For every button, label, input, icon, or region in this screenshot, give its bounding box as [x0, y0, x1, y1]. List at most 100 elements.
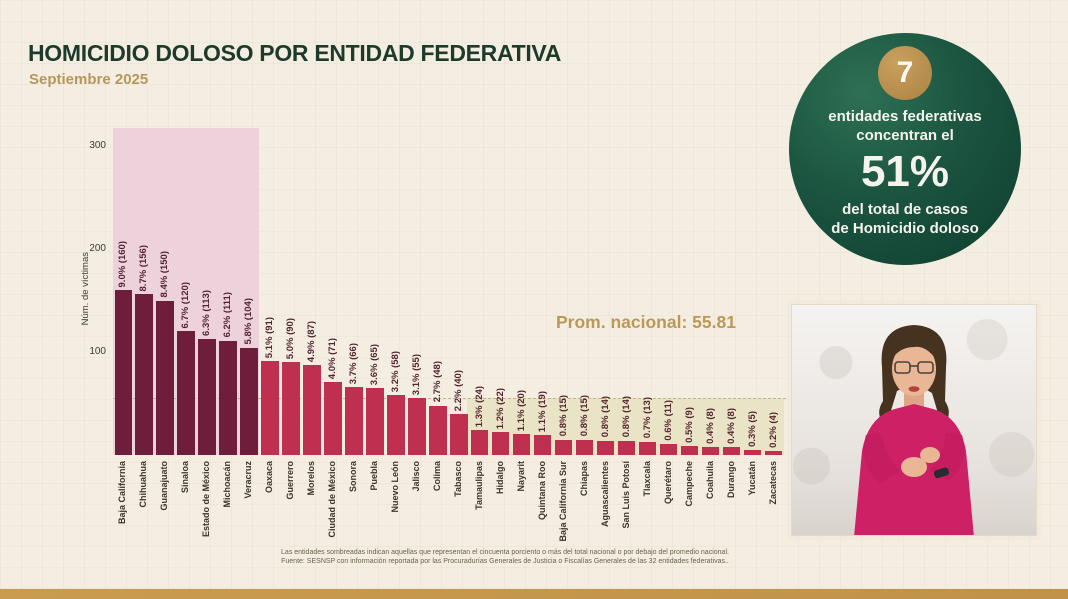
bar — [638, 441, 657, 455]
x-axis-category-label: Jalisco — [411, 461, 422, 492]
bar — [156, 300, 174, 455]
bar — [177, 331, 195, 455]
bar-value-label: 4.0% (71) — [327, 337, 339, 379]
face — [892, 342, 936, 396]
bar — [512, 434, 531, 455]
bar-value-label: 6.3% (113) — [201, 289, 213, 336]
bar — [491, 432, 510, 455]
bar — [408, 398, 426, 455]
x-axis-category-label: Baja California Sur — [557, 461, 568, 542]
bar-value-label: 1.3% (24) — [473, 386, 485, 428]
page-subtitle: Septiembre 2025 — [29, 71, 149, 88]
bar — [722, 446, 741, 455]
bar — [429, 405, 447, 455]
left-arm — [863, 433, 900, 483]
glasses-icon — [894, 361, 934, 374]
bar — [219, 340, 237, 455]
x-axis-category-label: Aguascalientes — [599, 461, 610, 528]
bar-value-label: 6.7% (120) — [180, 281, 192, 329]
hand — [901, 457, 927, 477]
bar — [198, 338, 216, 455]
bar-value-label: 1.2% (22) — [494, 388, 506, 430]
bar — [764, 450, 783, 455]
x-axis-category-label: Chihuahua — [138, 461, 149, 508]
hand — [920, 447, 940, 463]
bar — [240, 347, 258, 455]
national-average-label: Prom. nacional: 55.81 — [556, 312, 736, 332]
bar — [450, 413, 468, 455]
bar — [261, 361, 279, 455]
bar-value-label: 8.4% (150) — [159, 251, 171, 298]
x-axis-category-label: Coahuila — [704, 461, 715, 500]
y-axis-label: Núm. de víctimas — [80, 252, 91, 326]
page-title: HOMICIDIO DOLOSO POR ENTIDAD FEDERATIVA — [28, 40, 562, 66]
bar — [366, 388, 384, 455]
bar-value-label: 6.2% (111) — [222, 292, 234, 338]
badge-line2: concentran el — [856, 127, 954, 144]
x-axis-category-label: Estado de México — [201, 461, 212, 538]
badge-line3: del total de casos — [842, 201, 968, 218]
x-axis-category-label: Tamaulipas — [473, 461, 484, 510]
right-arm — [930, 433, 965, 481]
x-axis-category-label: Zacatecas — [767, 461, 778, 505]
x-axis-category-label: Quintana Roo — [536, 461, 547, 520]
bar-value-label: 0.4% (8) — [725, 407, 737, 444]
bar — [345, 387, 363, 455]
x-axis-category-label: Tlaxcala — [641, 461, 652, 497]
bar-value-label: 5.0% (90) — [285, 318, 297, 360]
x-axis-category-label: Morelos — [306, 461, 317, 496]
bottom-accent-strip — [0, 589, 1068, 599]
x-axis-category-label: Guerrero — [285, 461, 296, 500]
x-axis-category-label: Michoacán — [222, 461, 233, 508]
bar-value-label: 0.7% (13) — [641, 397, 653, 439]
x-axis-category-label: Hidalgo — [494, 461, 505, 494]
x-axis-category-label: San Luis Potosí — [620, 461, 631, 529]
x-axis-category-label: Nuevo León — [390, 461, 401, 513]
x-axis-category-label: Durango — [725, 461, 736, 498]
bar — [282, 362, 300, 455]
bar-value-label: 0.6% (11) — [662, 400, 674, 441]
bar — [743, 449, 762, 455]
x-axis-category-label: Puebla — [369, 461, 380, 491]
badge-percent: 51% — [860, 147, 950, 196]
summary-badge: 7 entidades federativas concentran el 51… — [789, 33, 1021, 265]
bar — [575, 439, 594, 455]
y-axis-tick: 300 — [89, 140, 106, 151]
x-axis-category-label: Tabasco — [453, 461, 463, 497]
badge-count: 7 — [878, 46, 932, 100]
bar-value-label: 0.5% (9) — [683, 406, 695, 443]
x-axis-category-label: Guanajuato — [159, 461, 170, 511]
x-axis-category-label: Campeche — [683, 461, 694, 507]
bar — [533, 435, 552, 455]
bar-value-label: 2.2% (40) — [453, 369, 464, 411]
bar-value-label: 4.9% (87) — [306, 321, 318, 363]
x-axis-category-label: Yucatán — [746, 461, 757, 496]
sign-language-interpreter-video — [791, 304, 1037, 536]
bar — [303, 365, 321, 455]
bar — [680, 445, 699, 455]
footnote-line1: Las entidades sombreadas indican aquella… — [281, 549, 729, 556]
bar-value-label: 0.2% (4) — [767, 411, 779, 448]
bar-value-label: 0.8% (15) — [557, 395, 569, 437]
hair-fringe — [892, 335, 936, 359]
bar — [114, 290, 132, 455]
bar-value-label: 2.7% (48) — [432, 361, 444, 403]
x-axis-category-label: Chiapas — [578, 461, 589, 497]
bar — [659, 443, 678, 455]
x-axis-category-label: Nayarit — [515, 461, 526, 492]
bar-value-label: 3.6% (65) — [369, 343, 381, 386]
bar — [554, 439, 573, 455]
neck — [904, 391, 924, 409]
bar-value-label: 3.1% (55) — [411, 354, 423, 396]
x-axis-category-label: Sonora — [348, 461, 359, 493]
bar-value-label: 0.4% (8) — [704, 407, 716, 444]
bar-value-label: 0.8% (14) — [599, 396, 611, 438]
bar-value-label: 3.2% (58) — [390, 351, 402, 393]
bar — [387, 395, 405, 455]
footnote-line2: Fuente: SESNSP con información reportada… — [281, 557, 729, 565]
x-axis-category-label: Sinaloa — [180, 461, 191, 494]
badge-line1: entidades federativas — [828, 108, 982, 125]
bar — [135, 294, 153, 455]
bar-value-label: 1.1% (19) — [536, 391, 548, 433]
